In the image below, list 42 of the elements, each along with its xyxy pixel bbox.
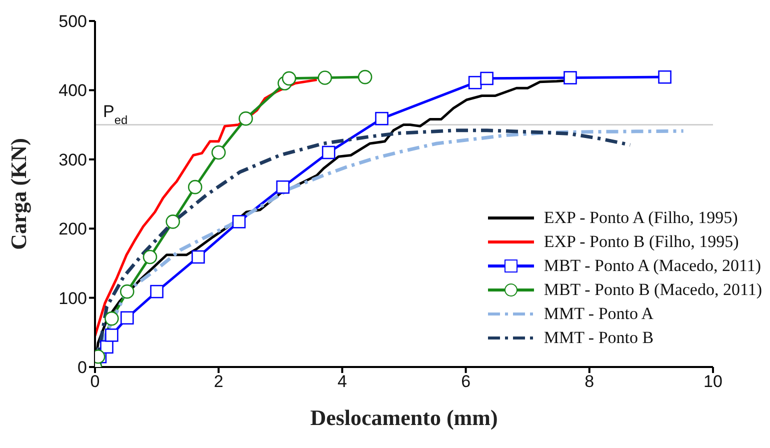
legend-label: EXP - Ponto B (Filho, 1995): [544, 232, 739, 252]
point: [142, 250, 158, 264]
legend-label: MMT - Ponto A: [544, 304, 654, 324]
point: [322, 146, 336, 160]
point: [150, 284, 164, 298]
x-tick-label: 10: [704, 372, 722, 392]
x-tick-label: 6: [461, 372, 471, 392]
point: [564, 71, 577, 84]
legend-label: MBT - Ponto B (Macedo, 2011): [544, 280, 762, 300]
point: [480, 72, 494, 86]
legend-label: MBT - Ponto A (Macedo, 2011): [544, 256, 762, 276]
point: [375, 112, 388, 126]
legend-label: EXP - Ponto A (Filho, 1995): [544, 208, 738, 228]
point: [658, 70, 672, 84]
point: [211, 145, 226, 160]
point: [318, 70, 332, 85]
y-tick-label: 200: [58, 220, 87, 239]
point: [120, 311, 134, 325]
y-tick-label: 0: [78, 358, 87, 378]
y-tick-label: 400: [58, 81, 87, 100]
point: [282, 71, 296, 86]
point: [188, 180, 202, 194]
x-tick-label: 0: [90, 372, 100, 392]
x-axis-title: Deslocamento (mm): [310, 405, 498, 430]
point: [104, 311, 119, 326]
point: [105, 328, 118, 342]
legend-label: MMT - Ponto B: [544, 328, 654, 348]
point: [120, 284, 134, 299]
point: [238, 111, 253, 126]
point: [192, 250, 205, 264]
point: [358, 70, 372, 84]
point: [276, 180, 290, 194]
x-tick-label: 2: [214, 372, 224, 392]
y-tick-label: 100: [58, 288, 87, 308]
y-tick-label: 500: [58, 12, 87, 32]
y-tick-label: 300: [58, 150, 87, 170]
x-tick-label: 8: [584, 372, 594, 392]
ref-line-label: P$_{ed}$: [103, 102, 128, 127]
y-axis-title: Carga (KN): [6, 138, 31, 250]
point: [232, 215, 246, 228]
x-tick-label: 4: [337, 372, 347, 392]
point: [166, 214, 180, 229]
